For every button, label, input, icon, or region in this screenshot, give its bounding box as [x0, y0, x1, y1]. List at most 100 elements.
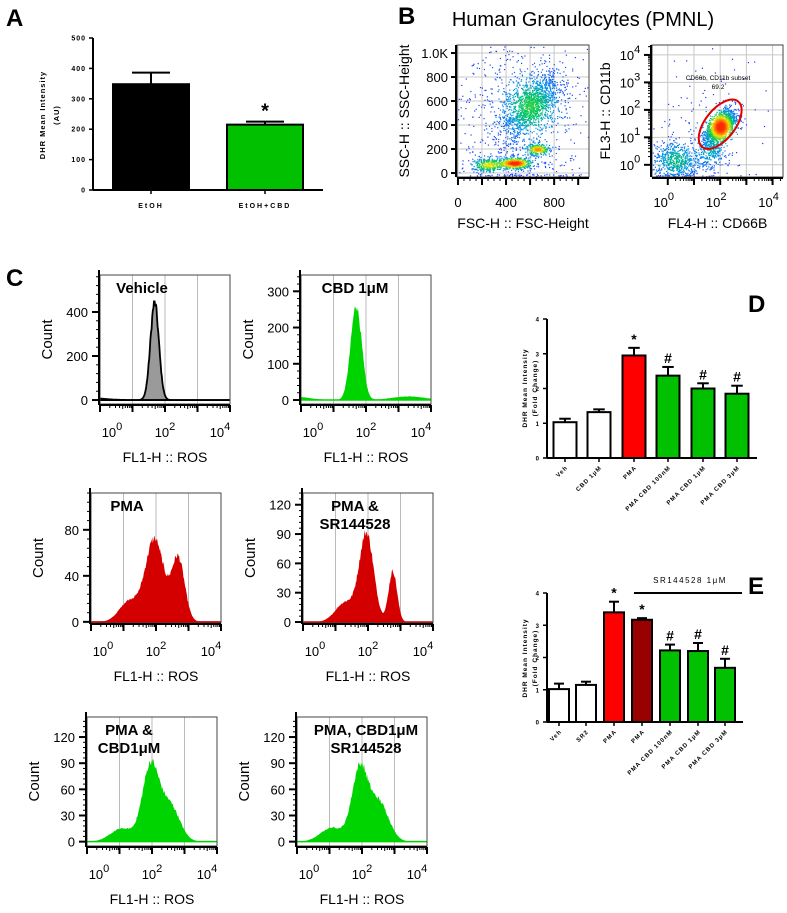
scatter-point [525, 107, 527, 109]
scatter-point [531, 71, 533, 73]
scatter-point [511, 160, 513, 162]
scatter-point [473, 125, 475, 127]
scatter-point [735, 118, 738, 120]
scatter-point [518, 119, 520, 121]
scatter-point [537, 98, 539, 100]
scatter-point [498, 121, 501, 123]
scatter-point [706, 133, 708, 136]
scatter-point [491, 162, 493, 165]
scatter-point [724, 113, 726, 115]
scatter-point [468, 124, 470, 126]
scatter-point [565, 109, 567, 111]
scatter-point [519, 118, 521, 120]
scatter-point [539, 108, 541, 110]
scatter-point [512, 164, 515, 166]
scatter-point [549, 149, 551, 152]
scatter-point [725, 110, 727, 112]
scatter-point [509, 160, 511, 162]
scatter-point [540, 116, 542, 118]
scatter-point [541, 108, 543, 110]
scatter-point [530, 46, 532, 48]
scatter-point [517, 161, 519, 163]
scatter-point [520, 164, 522, 166]
scatter-point [528, 89, 530, 91]
scatter-point [725, 123, 727, 125]
scatter-point [483, 163, 485, 165]
scatter-point [724, 134, 726, 136]
scatter-point [544, 117, 546, 119]
scatter-point [517, 174, 519, 176]
scatter-point [530, 115, 533, 117]
scatter-point [539, 110, 541, 112]
scatter-point [488, 167, 490, 169]
scatter-point [518, 82, 520, 84]
scatter-point [479, 164, 481, 166]
tick-base: 10 [305, 644, 319, 659]
scatter-point [511, 163, 513, 165]
scatter-point [535, 86, 537, 88]
scatter-point [520, 161, 522, 163]
scatter-point [550, 82, 552, 84]
scatter-point [505, 141, 507, 143]
scatter-point [527, 101, 530, 104]
scatter-point [728, 126, 730, 128]
scatter-point [511, 154, 514, 156]
y-tick-label: 40 [65, 569, 79, 584]
scatter-point [537, 80, 539, 83]
significance-marker: # [694, 626, 702, 642]
scatter-point [718, 118, 721, 120]
scatter-point [563, 71, 565, 73]
scatter-point [483, 129, 486, 131]
scatter-point [532, 111, 534, 113]
scatter-point [544, 124, 546, 126]
scatter-point [567, 102, 569, 104]
scatter-point [709, 119, 711, 121]
scatter-point [479, 141, 482, 143]
scatter-point [536, 80, 538, 82]
scatter-point [536, 150, 538, 153]
scatter-point [709, 149, 711, 151]
scatter-point [526, 110, 528, 113]
scatter-point [525, 161, 527, 163]
scatter-point [742, 121, 744, 124]
scatter-point [497, 174, 499, 176]
scatter-point [547, 93, 549, 95]
scatter-point [507, 113, 509, 115]
scatter-point [468, 101, 470, 103]
scatter-point [509, 59, 511, 61]
scatter-point [492, 123, 494, 125]
scatter-point [511, 73, 513, 75]
scatter-point [552, 100, 554, 102]
scatter-point [512, 81, 514, 83]
scatter-point [507, 160, 509, 163]
scatter-point [486, 163, 488, 165]
scatter-point [516, 158, 518, 160]
scatter-point [554, 98, 556, 100]
scatter-point [543, 97, 545, 100]
scatter-point [520, 160, 522, 162]
scatter-point [704, 134, 706, 136]
scatter-point [514, 108, 516, 110]
scatter-point [489, 162, 491, 164]
scatter-point [530, 116, 532, 118]
scatter-point [500, 151, 503, 154]
scatter-point [563, 84, 565, 86]
scatter-point [717, 138, 719, 140]
scatter-point [490, 106, 493, 108]
scatter-point [506, 166, 508, 168]
scatter-point [487, 169, 489, 171]
scatter-point [546, 88, 548, 91]
scatter-point [538, 93, 540, 95]
scatter-point [479, 87, 482, 89]
scatter-point [478, 165, 480, 167]
scatter-point [523, 106, 525, 108]
scatter-point [513, 71, 516, 74]
scatter-point [519, 131, 521, 133]
scatter-point [521, 110, 523, 112]
scatter-point [723, 119, 725, 121]
scatter-point [540, 112, 542, 114]
scatter-point [530, 131, 532, 133]
scatter-point [535, 105, 537, 107]
